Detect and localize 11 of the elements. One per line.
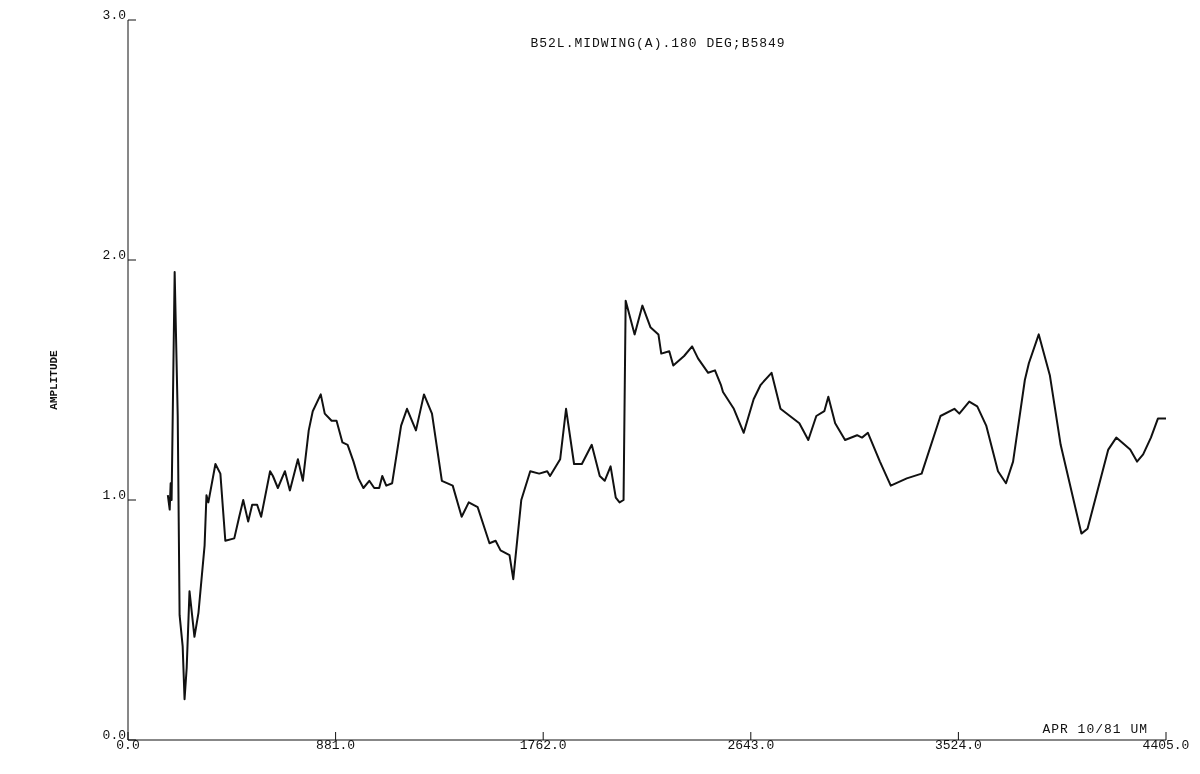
y-axis-title: AMPLITUDE xyxy=(47,349,60,410)
x-tick-label: 1762.0 xyxy=(519,738,567,754)
annotation: APR 10/81 UM xyxy=(1042,722,1148,737)
y-tick-label: 1.0 xyxy=(102,487,126,503)
annotation: B52L.MIDWING(A).180 DEG;B5849 xyxy=(530,36,786,51)
y-tick-label: 3.0 xyxy=(102,7,126,23)
x-tick-label: 3524.0 xyxy=(934,738,982,754)
y-tick-label: 2.0 xyxy=(102,247,126,263)
x-tick-label: 881.0 xyxy=(316,738,356,754)
x-tick-label: 4405.0 xyxy=(1142,738,1190,754)
x-tick-label: 2643.0 xyxy=(727,738,775,754)
